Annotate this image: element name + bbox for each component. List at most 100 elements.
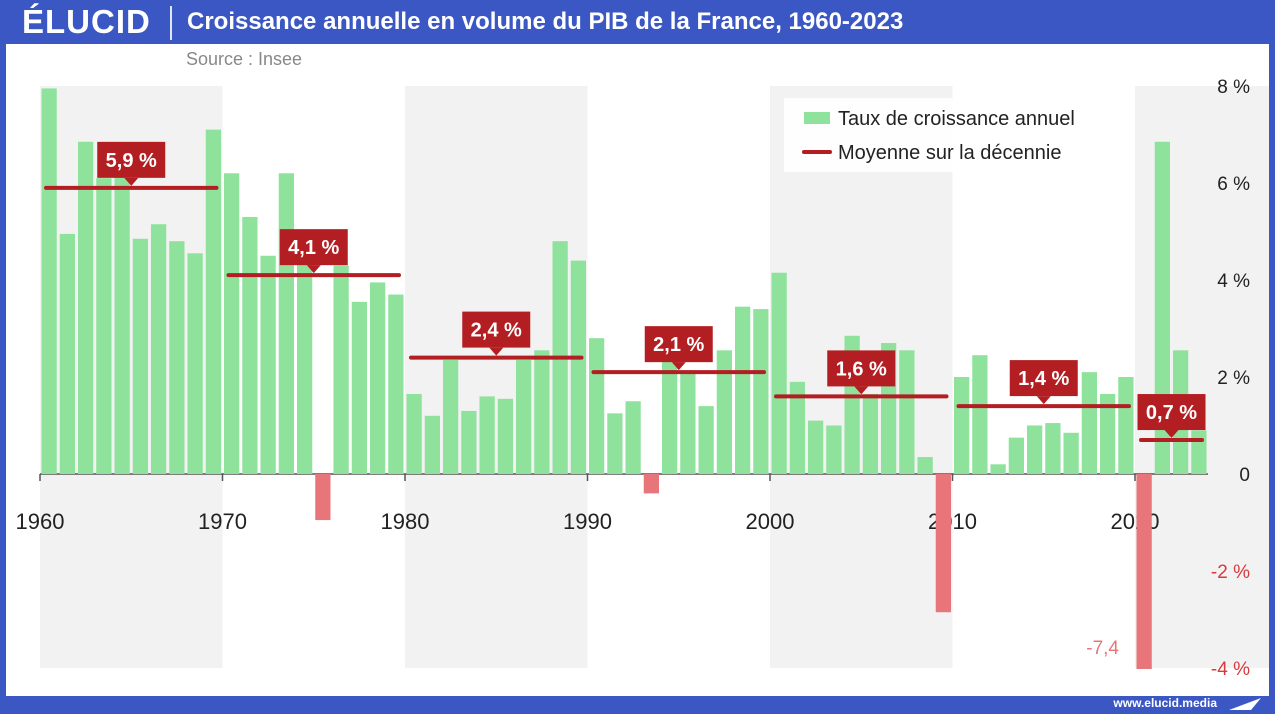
bar-1978 — [370, 282, 386, 474]
bar-1961 — [59, 233, 75, 474]
bar-1989 — [570, 260, 586, 474]
bar-1963 — [96, 178, 112, 474]
bar-2015 — [1045, 423, 1061, 474]
bar-1967 — [169, 241, 185, 474]
chart-title: Croissance annuelle en volume du PIB de … — [187, 8, 904, 35]
decade-average-pointer-2000 — [854, 386, 869, 395]
bar-1999 — [753, 309, 769, 474]
x-tick-label-1990: 1990 — [563, 509, 612, 534]
decade-average-box-1980 — [462, 311, 531, 348]
decade-average-pointer-1960 — [124, 177, 139, 186]
bar-2000 — [771, 272, 787, 474]
bar-2023 — [1191, 430, 1207, 474]
y-tick-label-0: 0 — [1239, 465, 1250, 486]
x-tick-label-2010: 2010 — [928, 509, 977, 534]
x-tick-label-2000: 2000 — [746, 509, 795, 534]
bar-1972 — [260, 255, 276, 474]
x-tick-label-1970: 1970 — [198, 509, 247, 534]
decade-average-box-1960 — [97, 141, 166, 178]
elucid-arrow-icon — [1229, 698, 1261, 710]
bar-1982 — [443, 360, 459, 474]
bar-1984 — [479, 396, 495, 474]
bar-2011 — [972, 355, 988, 474]
bar-1987 — [534, 350, 550, 474]
chart-panel: Source : Insee 1960 1970 1980 1990 2000 2010 2… — [6, 44, 1269, 696]
decade-average-label-2000: 1,6 % — [836, 358, 887, 380]
bar-1992 — [625, 401, 641, 474]
bar-1986 — [516, 360, 532, 474]
bar-1968 — [187, 253, 203, 474]
bar-2017 — [1081, 372, 1097, 474]
bar-1965 — [132, 238, 148, 474]
bar-1983 — [461, 410, 477, 474]
bar-2007 — [899, 350, 915, 474]
decade-average-box-2020 — [1137, 394, 1206, 431]
y-tick-label-4: 4 % — [1217, 271, 1250, 292]
legend-label-1: Moyenne sur la décennie — [838, 142, 1061, 164]
bar-1974 — [297, 255, 313, 474]
decade-average-box-2000 — [827, 350, 896, 387]
bar-1979 — [388, 294, 404, 474]
bar-1991 — [607, 413, 623, 474]
bar-1997 — [716, 350, 732, 474]
decade-average-label-1970: 4,1 % — [288, 237, 339, 259]
decade-average-pointer-2020 — [1164, 430, 1179, 439]
bar-2018 — [1100, 393, 1116, 474]
bar-1977 — [351, 301, 367, 474]
bar-1995 — [680, 372, 696, 474]
footer-url[interactable]: www.elucid.media — [1113, 696, 1217, 710]
bar-2009 — [935, 474, 951, 613]
source-note: Source : Insee — [186, 49, 303, 69]
annotation-label-2020: -7,4 — [1086, 638, 1119, 659]
decade-average-box-1990 — [644, 326, 713, 363]
bar-2021 — [1154, 141, 1170, 474]
bar-1962 — [78, 141, 94, 474]
legend-label-0: Taux de croissance annuel — [838, 108, 1075, 130]
legend-bar-swatch — [804, 112, 830, 124]
decade-average-pointer-1980 — [489, 347, 504, 356]
bar-2019 — [1118, 377, 1134, 474]
decade-average-label-1990: 2,1 % — [653, 334, 704, 356]
bar-1970 — [224, 173, 240, 475]
bar-1966 — [151, 224, 167, 474]
y-tick-label-2: 2 % — [1217, 368, 1250, 389]
bar-1994 — [662, 360, 678, 474]
bar-2003 — [826, 425, 842, 474]
bar-1971 — [242, 216, 258, 474]
header-divider — [170, 6, 172, 40]
bar-2012 — [990, 464, 1006, 474]
y-tick-label-8: 8 % — [1217, 77, 1250, 98]
decade-average-pointer-1970 — [306, 265, 321, 274]
decade-average-label-2010: 1,4 % — [1018, 368, 1069, 390]
bar-1996 — [698, 406, 714, 474]
gdp-growth-chart: 1960 1970 1980 1990 2000 2010 2020 -7,4 5,9 % 4,1… — [16, 77, 1269, 680]
bar-2010 — [954, 377, 970, 474]
bar-1998 — [735, 306, 751, 474]
brand-logo: ÉLUCID — [22, 3, 151, 40]
header-bar: ÉLUCID Croissance annuelle en volume du … — [0, 0, 1275, 44]
bar-2005 — [862, 393, 878, 474]
bar-2014 — [1027, 425, 1043, 474]
bar-1969 — [205, 129, 221, 474]
decade-average-label-1960: 5,9 % — [106, 150, 157, 172]
y-tick-label-6: 6 % — [1217, 174, 1250, 195]
footer-bar: www.elucid.media — [0, 696, 1275, 714]
bar-1990 — [589, 338, 605, 474]
bar-1964 — [114, 151, 130, 474]
bar-2016 — [1063, 432, 1079, 474]
decade-average-pointer-2010 — [1036, 396, 1051, 405]
decade-average-label-1980: 2,4 % — [471, 320, 522, 342]
bar-1985 — [497, 398, 513, 474]
bar-1980 — [406, 393, 422, 474]
bar-2001 — [789, 381, 805, 474]
decade-average-box-2010 — [1009, 360, 1078, 397]
x-tick-label-1960: 1960 — [16, 509, 65, 534]
bar-2013 — [1008, 437, 1024, 474]
x-tick-label-2020: 2020 — [1111, 509, 1160, 534]
y-tick-label--4: -4 % — [1211, 659, 1250, 680]
y-tick-label--2: -2 % — [1211, 562, 1250, 583]
bar-1975 — [315, 474, 331, 521]
bar-1960 — [41, 88, 57, 475]
bar-2020 — [1136, 474, 1152, 668]
decade-average-label-2020: 0,7 % — [1146, 402, 1197, 424]
